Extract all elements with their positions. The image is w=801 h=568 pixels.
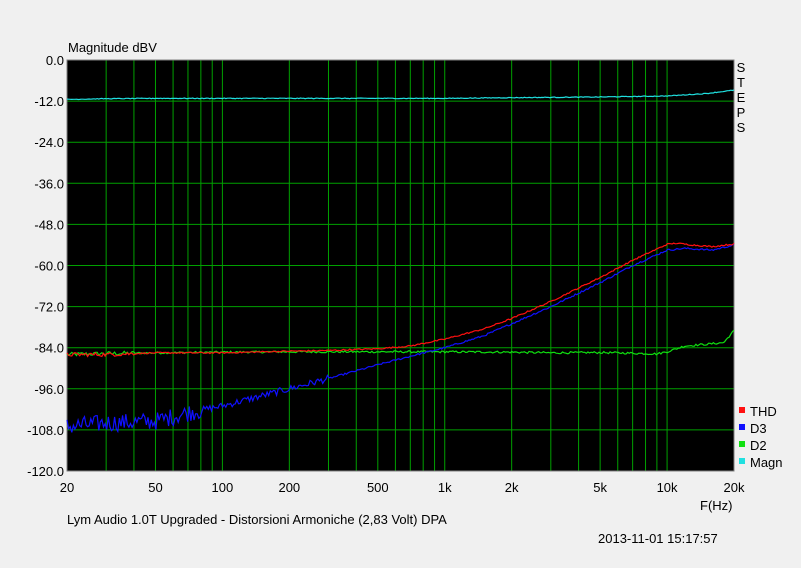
x-tick-label: 500 (367, 480, 389, 495)
steps-label-letter: P (737, 105, 746, 120)
legend-swatch-thd (739, 407, 745, 413)
x-axis-label: F(Hz) (700, 498, 733, 513)
x-tick-label: 50 (148, 480, 162, 495)
y-tick-label: -60.0 (34, 259, 64, 274)
y-tick-label: -72.0 (34, 300, 64, 315)
legend-label-d2: D2 (750, 438, 767, 453)
series-line-thd (66, 242, 735, 358)
y-tick-label: -36.0 (34, 176, 64, 191)
x-tick-label: 200 (278, 480, 300, 495)
y-tick-label: -120.0 (27, 464, 64, 479)
plot-border (66, 59, 735, 472)
chart-caption: Lym Audio 1.0T Upgraded - Distorsioni Ar… (67, 512, 447, 527)
steps-label-letter: E (737, 90, 746, 105)
legend-label-magn: Magn (750, 455, 783, 470)
y-tick-label: -48.0 (34, 217, 64, 232)
y-tick-label: -96.0 (34, 382, 64, 397)
y-axis-label: Magnitude dBV (68, 40, 157, 55)
series-line-magn (66, 89, 735, 101)
legend: THD D3 D2 Magn (739, 404, 783, 470)
steps-label-letter: S (737, 120, 746, 135)
grid (66, 59, 735, 472)
x-tick-label: 20 (60, 480, 74, 495)
x-tick-label: 2k (505, 480, 519, 495)
y-tick-label: -24.0 (34, 135, 64, 150)
series-layer (66, 89, 735, 434)
timestamp: 2013-11-01 15:17:57 (598, 531, 718, 546)
steps-label-letter: S (737, 60, 746, 75)
x-tick-labels: 20 50 100 200 500 1k 2k 5k 10k 20k (60, 480, 745, 495)
legend-swatch-d2 (739, 441, 745, 447)
y-tick-label: -84.0 (34, 341, 64, 356)
y-tick-labels: 0.0 -12.0 -24.0 -36.0 -48.0 -60.0 -72.0 -84.0 -9… (27, 53, 64, 479)
x-tick-label: 1k (438, 480, 452, 495)
x-tick-label: 10k (657, 480, 678, 495)
steps-label-letter: T (737, 75, 745, 90)
y-tick-label: -108.0 (27, 423, 64, 438)
x-tick-label: 5k (593, 480, 607, 495)
legend-swatch-d3 (739, 424, 745, 430)
y-tick-label: -12.0 (34, 94, 64, 109)
series-line-d3 (66, 243, 735, 434)
legend-label-d3: D3 (750, 421, 767, 436)
x-tick-label: 100 (212, 480, 234, 495)
legend-swatch-magn (739, 458, 745, 464)
x-tick-label: 20k (724, 480, 745, 495)
y-tick-label: 0.0 (46, 53, 64, 68)
legend-label-thd: THD (750, 404, 777, 419)
